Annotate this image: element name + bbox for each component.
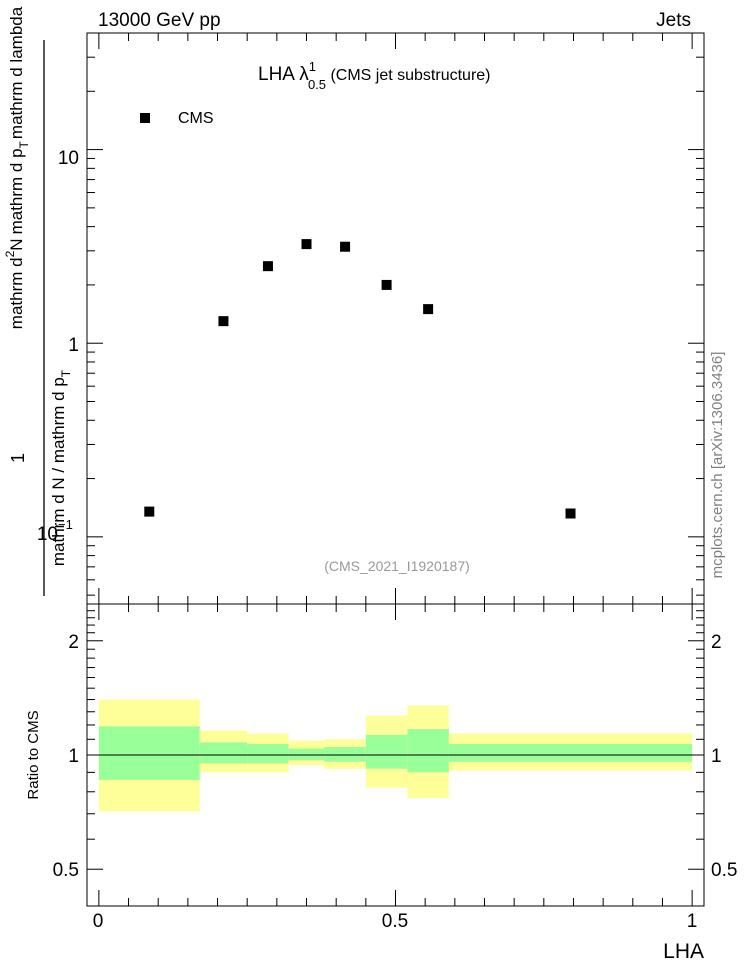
y-tick-label-0p1-exp: −1 — [58, 517, 73, 532]
title-main: LHA λ — [258, 64, 309, 85]
ratio-inner-band — [324, 746, 366, 762]
main-plot-title: LHA λ1 0.5 (CMS jet substructure) — [258, 59, 491, 92]
watermark: mcplots.cern.ch [arXiv:1306.3436] — [709, 352, 726, 579]
main-y-axis-label: 1 mathrm d2Nmathrm d pTmathrm d lambda m… — [3, 6, 73, 596]
title-sub: 0.5 — [308, 77, 326, 92]
analysis-tag: (CMS_2021_I1920187) — [324, 558, 470, 574]
ratio-inner-band — [407, 729, 449, 773]
main-axis-ticks — [87, 32, 704, 604]
data-point — [340, 241, 351, 252]
ratio-y-axis-label: Ratio to CMS — [25, 710, 42, 799]
data-point — [218, 316, 229, 327]
y-tick-label-10: 10 — [58, 148, 79, 169]
main-data-series — [144, 239, 576, 519]
x-tick-1: 1 — [687, 911, 698, 932]
process-label: Jets — [656, 10, 691, 31]
y-tick-label-1: 1 — [68, 335, 79, 356]
ratio-inner-band — [98, 726, 200, 780]
ylabel-top: mathrm d2Nmathrm d pTmathrm d lambda — [3, 6, 31, 329]
ratio-y-tick-1-right: 1 — [711, 746, 722, 767]
ratio-y-tick-0p5-left: 0.5 — [53, 860, 79, 881]
ratio-axis-ticks — [87, 604, 704, 907]
x-tick-0p5: 0.5 — [382, 911, 408, 932]
ratio-inner-band — [365, 734, 408, 769]
ratio-y-tick-0p5-right: 0.5 — [711, 860, 737, 881]
ylabel-denominator: mathrm d N / mathrm d pT — [49, 369, 73, 566]
energy-label: 13000 GeV pp — [98, 10, 221, 31]
legend-label: CMS — [178, 110, 214, 127]
ratio-inner-band — [448, 743, 693, 762]
data-point — [262, 261, 273, 272]
ratio-y-tick-2-left: 2 — [68, 632, 79, 653]
y-tick-label-0p1: 10 — [37, 524, 58, 545]
data-point — [381, 279, 392, 290]
x-axis-label: LHA — [663, 940, 704, 963]
data-point — [301, 239, 312, 250]
data-point — [144, 506, 155, 517]
ratio-inner-band — [288, 748, 325, 761]
data-point — [423, 304, 434, 315]
ylabel-numerator: 1 — [8, 453, 28, 463]
ratio-inner-band — [247, 743, 289, 764]
legend-marker — [140, 113, 150, 123]
data-point — [565, 508, 576, 519]
title-suffix: (CMS jet substructure) — [326, 67, 490, 84]
ratio-uncertainty-bands — [98, 699, 693, 812]
ratio-y-tick-1-left: 1 — [68, 746, 79, 767]
title-sup: 1 — [309, 59, 316, 74]
x-tick-0: 0 — [93, 911, 104, 932]
ratio-inner-band — [199, 742, 248, 764]
ratio-y-tick-2-right: 2 — [711, 632, 722, 653]
